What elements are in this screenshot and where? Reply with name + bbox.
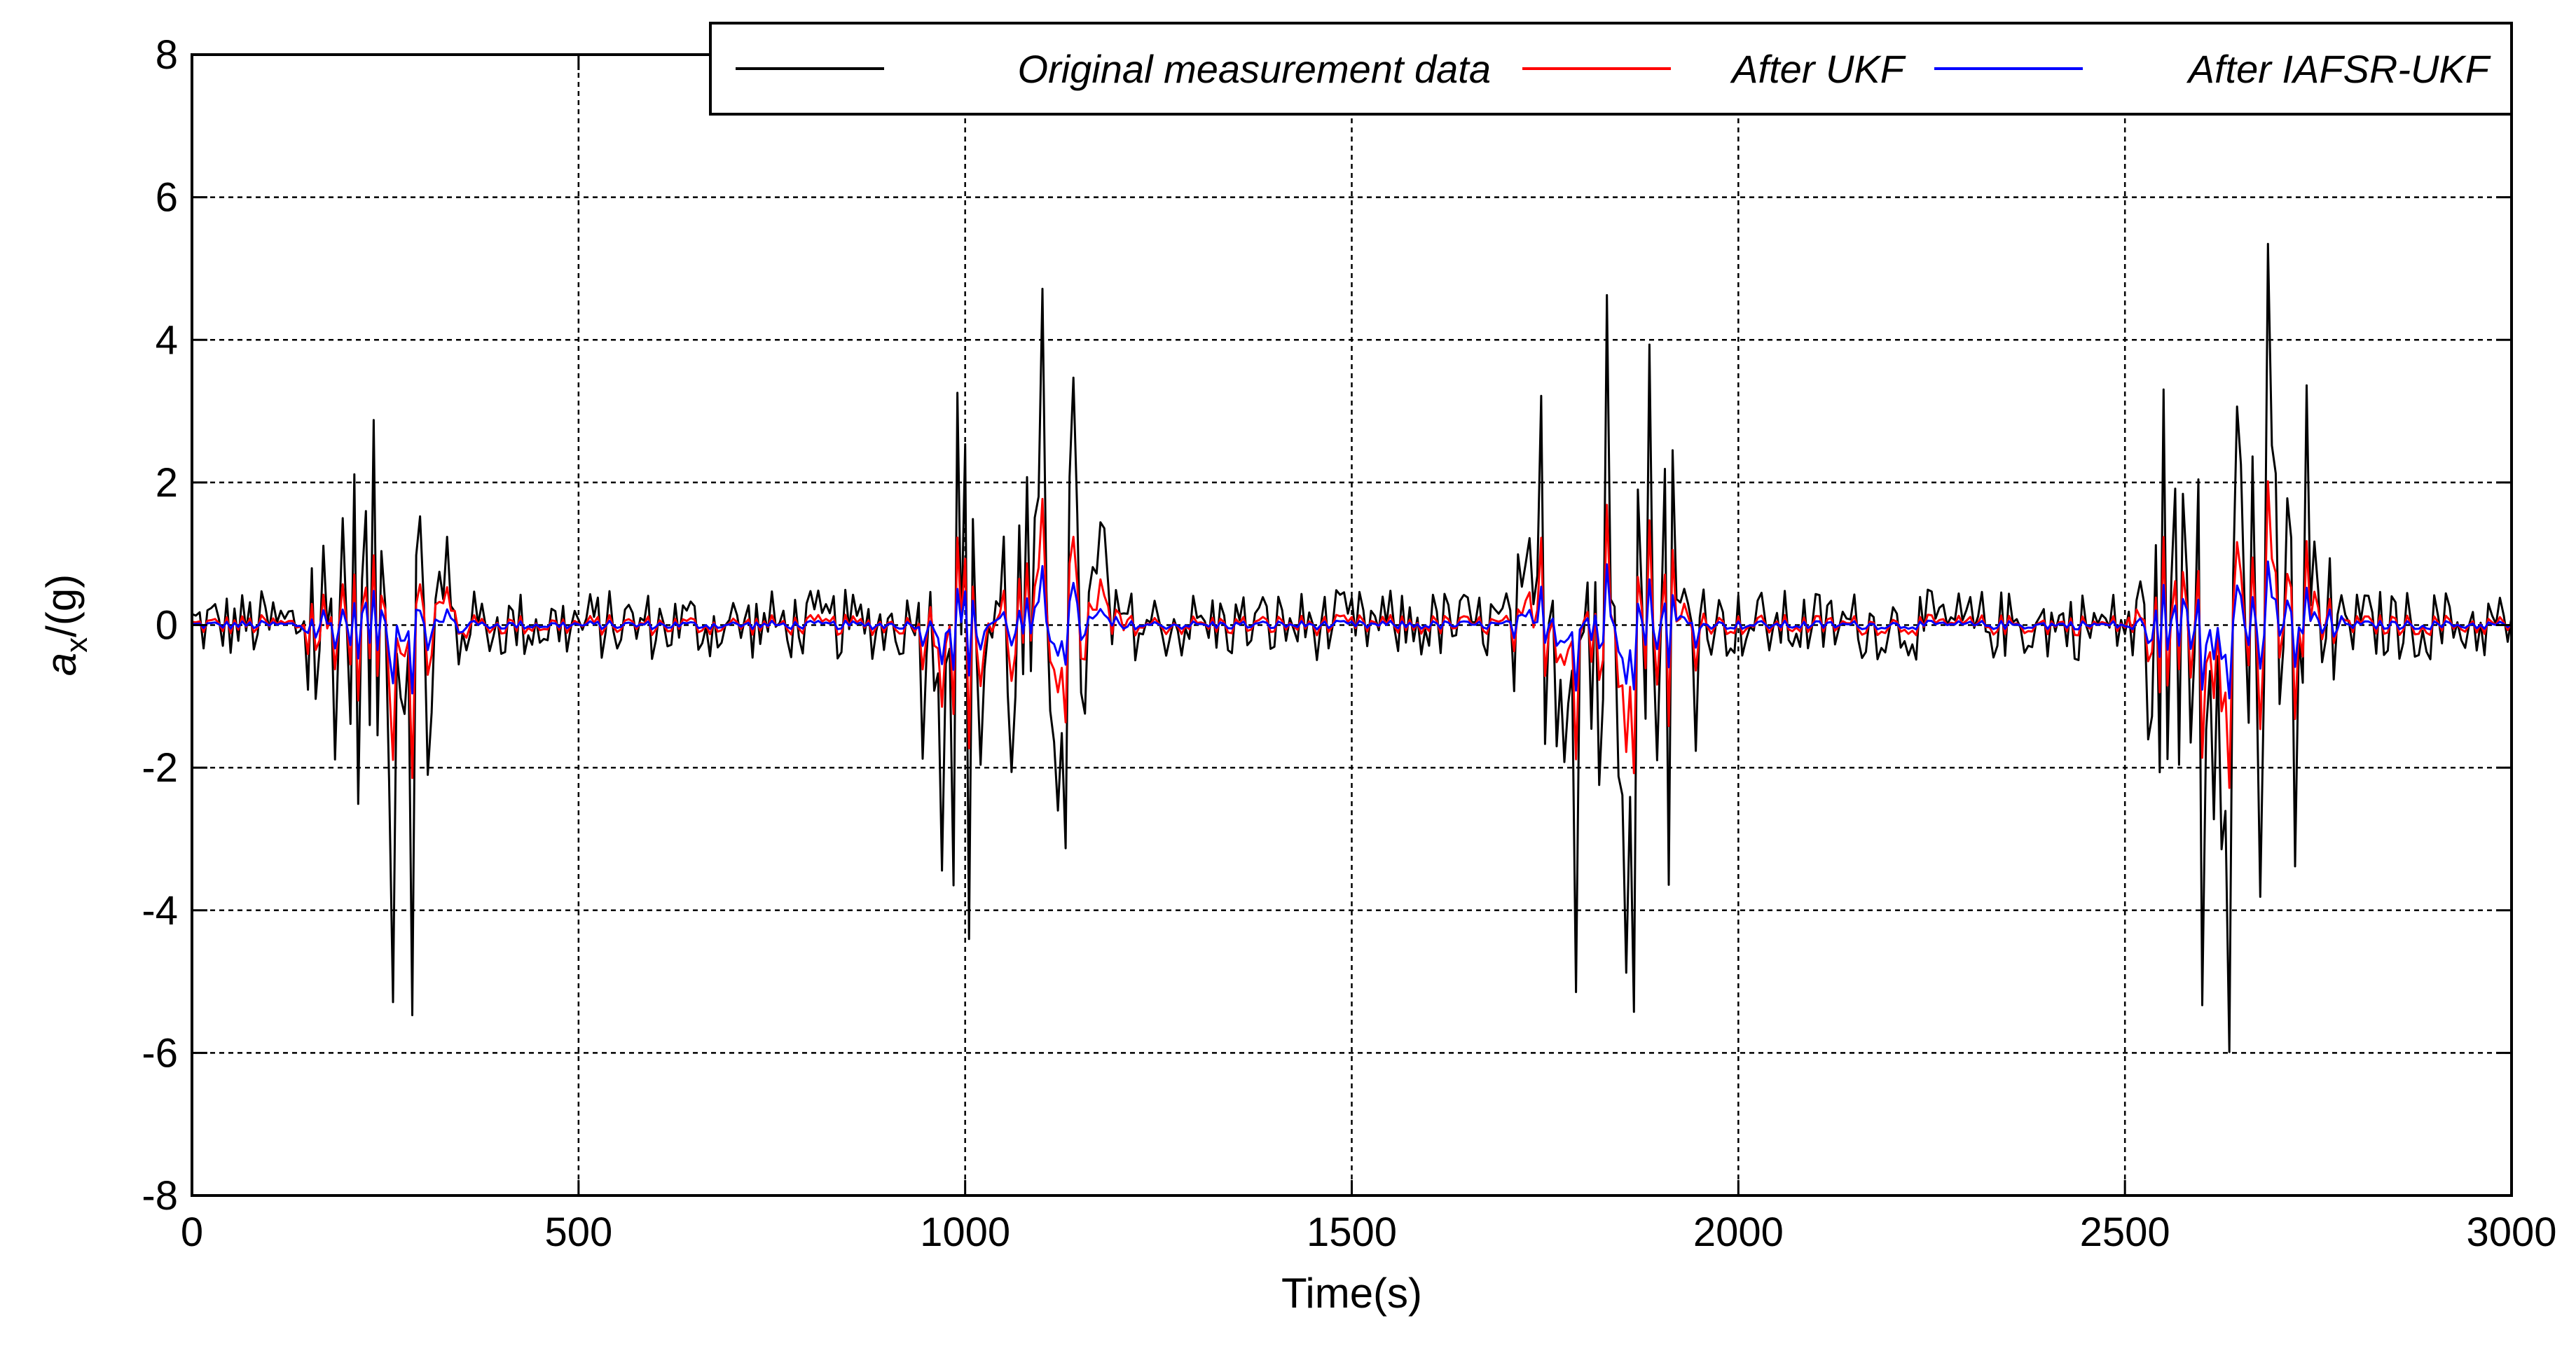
y-tick-label: -8	[142, 1173, 178, 1219]
x-tick-label: 2500	[2080, 1210, 2170, 1255]
x-tick-label: 500	[544, 1210, 612, 1255]
x-tick-label: 0	[181, 1210, 203, 1255]
y-axis-title: ax/(g)	[38, 574, 94, 676]
x-tick-label: 3000	[2466, 1210, 2556, 1255]
series-line	[191, 242, 2513, 1053]
x-tick-label: 2000	[1693, 1210, 1784, 1255]
y-tick-label: -2	[142, 745, 178, 791]
plot-area	[191, 242, 2513, 1053]
y-axis-title-sub: x	[60, 637, 94, 653]
legend-label: Original measurement data	[1018, 47, 1491, 91]
y-tick-label: -6	[142, 1030, 178, 1076]
legend-label: After IAFSR-UKF	[2186, 47, 2491, 91]
y-tick-label: 2	[156, 460, 178, 506]
y-axis-title-main: a	[38, 653, 85, 676]
legend: Original measurement data After UKF After …	[709, 22, 2513, 116]
x-tick-label: 1500	[1307, 1210, 1397, 1255]
y-tick-label: 6	[156, 175, 178, 221]
x-axis-title: Time(s)	[1281, 1270, 1422, 1317]
axis-ticks: 0 500 1000 1500 2000 2500 3000 -8 -6 -4 -2 0 2 4 6 8	[142, 32, 2556, 1255]
y-tick-label: -4	[142, 888, 178, 934]
y-axis-title-unit: /(g)	[38, 574, 85, 637]
series-line	[191, 560, 2512, 700]
y-tick-label: 0	[156, 603, 178, 649]
legend-label: After UKF	[1730, 47, 1906, 91]
y-tick-label: 4	[156, 317, 178, 363]
y-tick-label: 8	[156, 32, 178, 78]
x-tick-label: 1000	[920, 1210, 1010, 1255]
svg-text:ax/(g): ax/(g)	[38, 574, 94, 676]
